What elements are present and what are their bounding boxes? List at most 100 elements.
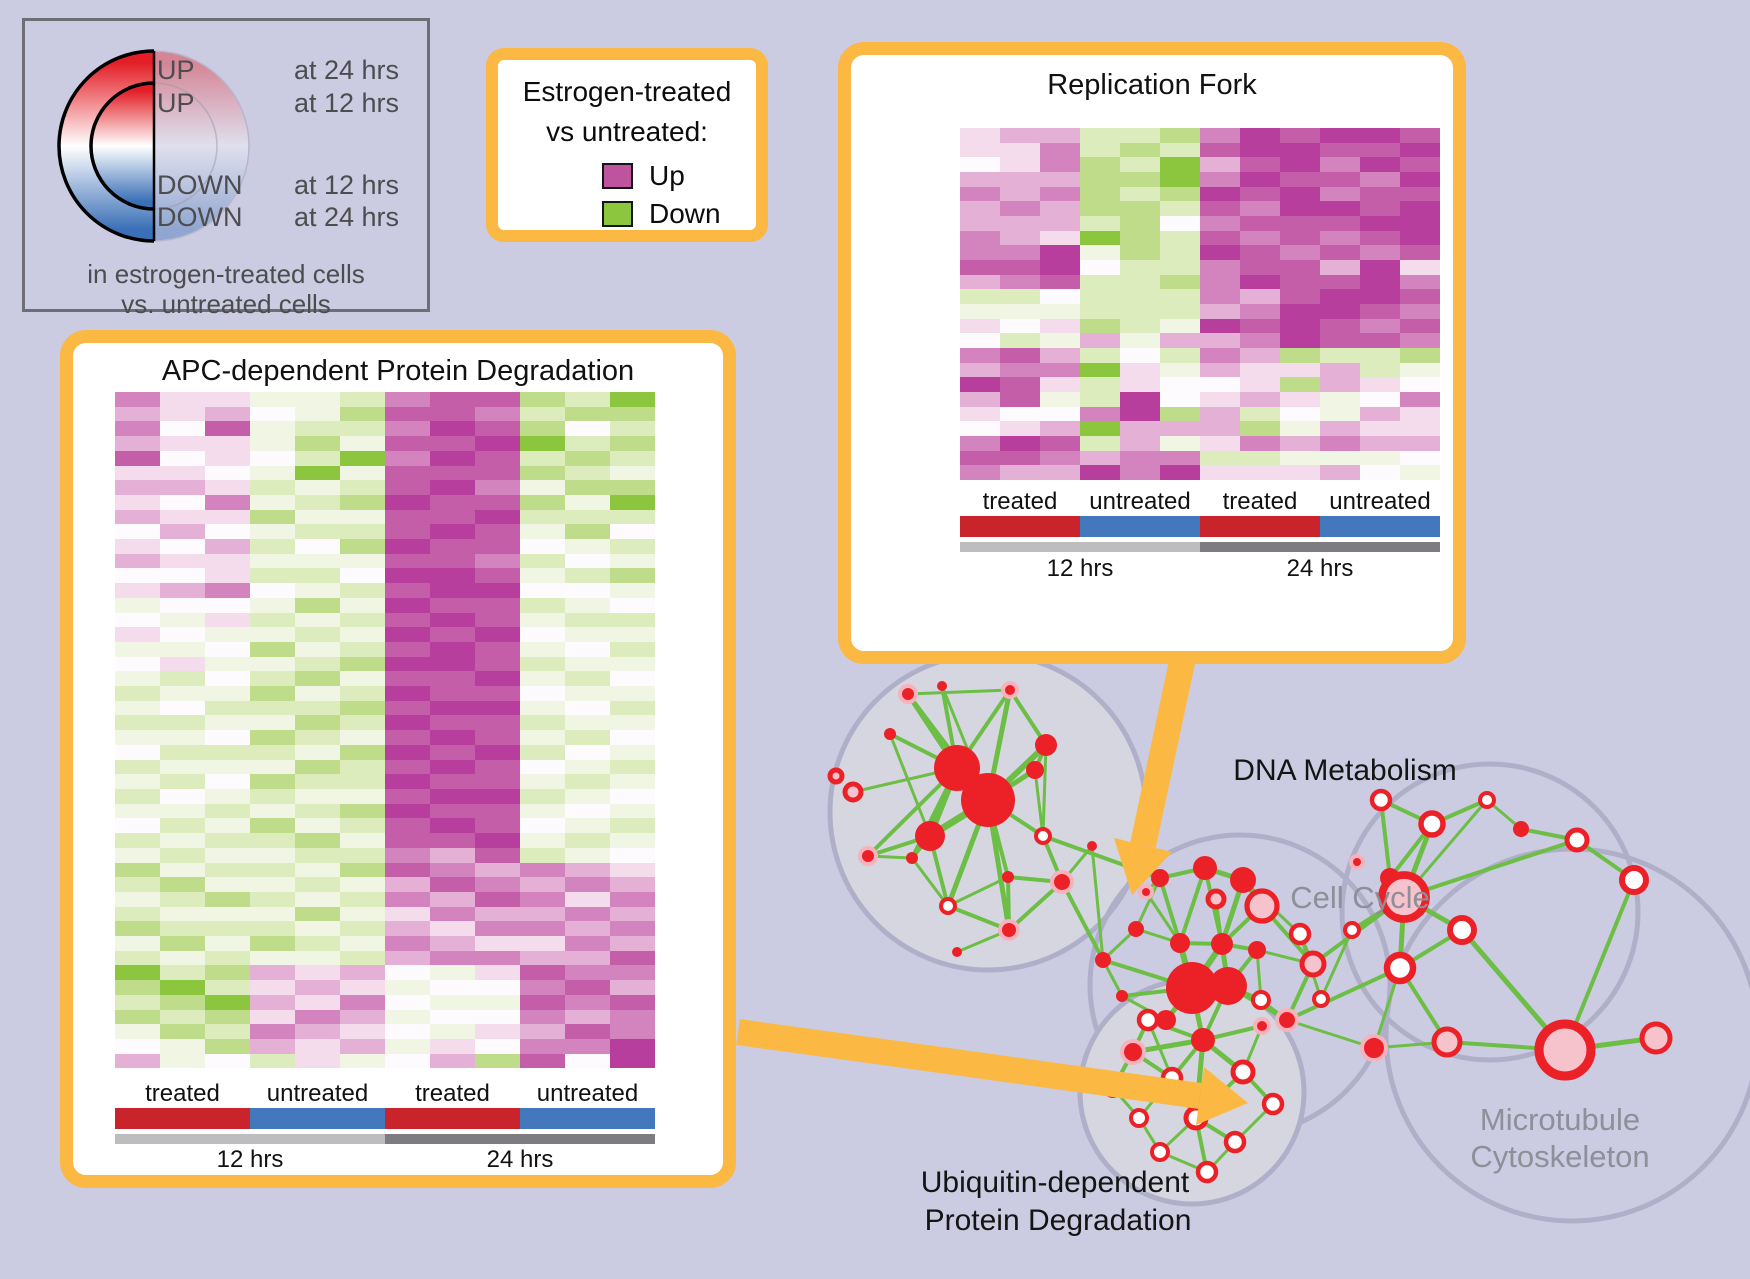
heatmap-cell (520, 509, 565, 525)
heatmap-cell (1280, 333, 1320, 349)
heatmap-cell (1320, 377, 1360, 393)
heatmap-cell (205, 1038, 250, 1054)
heatmap-cell (475, 1009, 520, 1025)
heatmap-cell (385, 1053, 430, 1069)
heatmap-cell (295, 715, 340, 731)
heatmap-row (115, 465, 655, 481)
heatmap-cell (1400, 465, 1440, 481)
network-edge (1060, 881, 1105, 961)
heatmap-cell (385, 539, 430, 554)
heatmap-cell (475, 921, 520, 937)
heatmap-cell (160, 994, 205, 1010)
heatmap-cell (1240, 172, 1280, 187)
heatmap-cell (475, 671, 520, 687)
heatmap-cell (385, 671, 430, 687)
heatmap-cell (565, 568, 610, 584)
updown-gradient-circle-icon (57, 49, 250, 243)
network-node (1116, 990, 1128, 1002)
heatmap-cell (1000, 377, 1040, 393)
heatmap-cell (340, 818, 385, 834)
heatmap-cell (385, 597, 430, 613)
treated-label: treated (145, 1080, 220, 1107)
heatmap-row (115, 1024, 655, 1039)
heatmap-cell (340, 597, 385, 613)
apc-arrow-head (1196, 1067, 1248, 1125)
heatmap-cell (295, 406, 340, 422)
treated-bar (115, 1108, 250, 1129)
heatmap-cell (160, 1038, 205, 1054)
heatmap-cell (565, 700, 610, 716)
heatmap-cell (1040, 157, 1080, 173)
heatmap-cell (295, 465, 340, 481)
network-node (998, 919, 1020, 941)
heatmap-cell (1400, 406, 1440, 422)
heatmap-cell (1040, 128, 1080, 143)
heatmap-cell (1200, 421, 1240, 437)
condition-colorbar (960, 516, 1440, 537)
panel-title: Replication Fork (1047, 69, 1257, 101)
heatmap-cell (430, 1053, 475, 1069)
network-node (1209, 967, 1247, 1005)
heatmap-row (115, 950, 655, 966)
heatmap-cell (565, 627, 610, 642)
network-node (1230, 867, 1256, 893)
heatmap-row (960, 421, 1440, 437)
heatmap-cell (960, 436, 1000, 451)
heatmap-cell (1200, 436, 1240, 451)
apc-degradation-heatmap (115, 392, 655, 1069)
heatmap-cell (385, 1009, 430, 1025)
heatmap-cell (520, 450, 565, 466)
heatmap-cell (1120, 318, 1160, 334)
heatmap-row (960, 128, 1440, 143)
heatmap-cell (205, 671, 250, 687)
heatmap-cell (1120, 450, 1160, 466)
heatmap-cell (115, 877, 160, 892)
heatmap-cell (520, 715, 565, 731)
heatmap-cell (520, 950, 565, 966)
heatmap-cell (1160, 230, 1200, 246)
heatmap-cell (385, 759, 430, 775)
heatmap-cell (1360, 406, 1400, 422)
heatmap-row (960, 172, 1440, 187)
heatmap-cell (160, 921, 205, 937)
heatmap-cell (385, 465, 430, 481)
heatmap-cell (295, 509, 340, 525)
heatmap-cell (1080, 318, 1120, 334)
heatmap-cell (1120, 436, 1160, 451)
heatmap-cell (1000, 245, 1040, 261)
heatmap-cell (960, 260, 1000, 275)
treated-label: treated (415, 1080, 490, 1107)
heatmap-cell (1160, 421, 1200, 437)
heatmap-cell (565, 406, 610, 422)
heatmap-cell (205, 921, 250, 937)
heatmap-cell (295, 774, 340, 789)
12hrs-bar (960, 542, 1200, 552)
heatmap-cell (1000, 201, 1040, 217)
heatmap-cell (205, 744, 250, 760)
heatmap-cell (1160, 216, 1200, 231)
heatmap-cell (430, 539, 475, 554)
heatmap-cell (430, 450, 475, 466)
heatmap-cell (475, 965, 520, 981)
heatmap-cell (1000, 186, 1040, 202)
heatmap-cell (960, 465, 1000, 481)
heatmap-cell (1000, 128, 1040, 143)
heatmap-row (960, 465, 1440, 481)
heatmap-cell (430, 936, 475, 951)
heatmap-cell (1160, 406, 1200, 422)
heatmap-cell (610, 509, 655, 525)
network-node (827, 767, 845, 785)
network-node (1343, 921, 1361, 939)
heatmap-cell (1040, 436, 1080, 451)
heatmap-cell (295, 921, 340, 937)
heatmap-cell (205, 818, 250, 834)
heatmap-cell (1280, 304, 1320, 319)
heatmap-cell (250, 553, 295, 569)
heatmap-cell (250, 1024, 295, 1039)
heatmap-cell (1200, 348, 1240, 363)
heatmap-cell (610, 568, 655, 584)
heatmap-cell (1120, 157, 1160, 173)
heatmap-cell (475, 597, 520, 613)
heatmap-cell (1240, 201, 1280, 217)
heatmap-cell (1280, 348, 1320, 363)
